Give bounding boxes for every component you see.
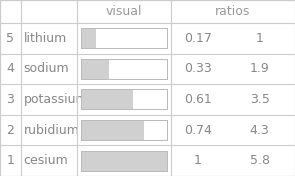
Text: 1: 1: [6, 154, 14, 167]
Bar: [81, 120, 145, 140]
Bar: [81, 89, 133, 109]
Bar: [81, 59, 167, 79]
Bar: [81, 59, 167, 79]
Bar: [81, 151, 167, 171]
Bar: [81, 151, 167, 171]
Text: 4: 4: [6, 62, 14, 75]
Text: rubidium: rubidium: [24, 124, 79, 137]
Text: 5.8: 5.8: [250, 154, 270, 167]
Bar: [81, 89, 167, 109]
Text: 2: 2: [6, 124, 14, 137]
Bar: [81, 28, 167, 48]
Bar: [81, 89, 167, 109]
Text: lithium: lithium: [24, 32, 67, 45]
Text: 0.74: 0.74: [184, 124, 212, 137]
Text: 5: 5: [6, 32, 14, 45]
Text: 0.33: 0.33: [184, 62, 212, 75]
Text: ratios: ratios: [215, 5, 251, 18]
Text: 3: 3: [6, 93, 14, 106]
Bar: [81, 120, 167, 140]
Text: 0.61: 0.61: [184, 93, 212, 106]
Text: sodium: sodium: [24, 62, 69, 75]
Text: 0.17: 0.17: [184, 32, 212, 45]
Text: 1: 1: [256, 32, 263, 45]
Bar: [81, 120, 167, 140]
Text: 3.5: 3.5: [250, 93, 270, 106]
Text: 1.9: 1.9: [250, 62, 269, 75]
Text: potassium: potassium: [24, 93, 88, 106]
Bar: [81, 151, 167, 171]
Bar: [81, 28, 96, 48]
Text: 4.3: 4.3: [250, 124, 269, 137]
Bar: [81, 59, 109, 79]
Bar: [81, 28, 167, 48]
Text: cesium: cesium: [24, 154, 68, 167]
Text: 1: 1: [194, 154, 201, 167]
Text: visual: visual: [106, 5, 142, 18]
